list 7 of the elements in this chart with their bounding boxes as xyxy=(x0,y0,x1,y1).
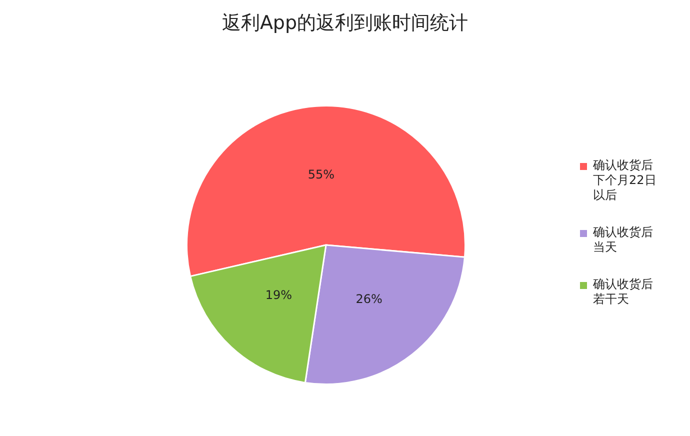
data-label: 19% xyxy=(265,288,292,302)
data-label: 26% xyxy=(356,292,382,306)
legend-label: 确认收货后当天 xyxy=(593,225,654,255)
legend-label: 确认收货后若干天 xyxy=(593,277,654,307)
chart-title: 返利App的返利到账时间统计 xyxy=(220,11,470,36)
data-label: 55% xyxy=(308,168,334,182)
legend-label: 确认收货后下个月22日以后 xyxy=(593,158,658,203)
